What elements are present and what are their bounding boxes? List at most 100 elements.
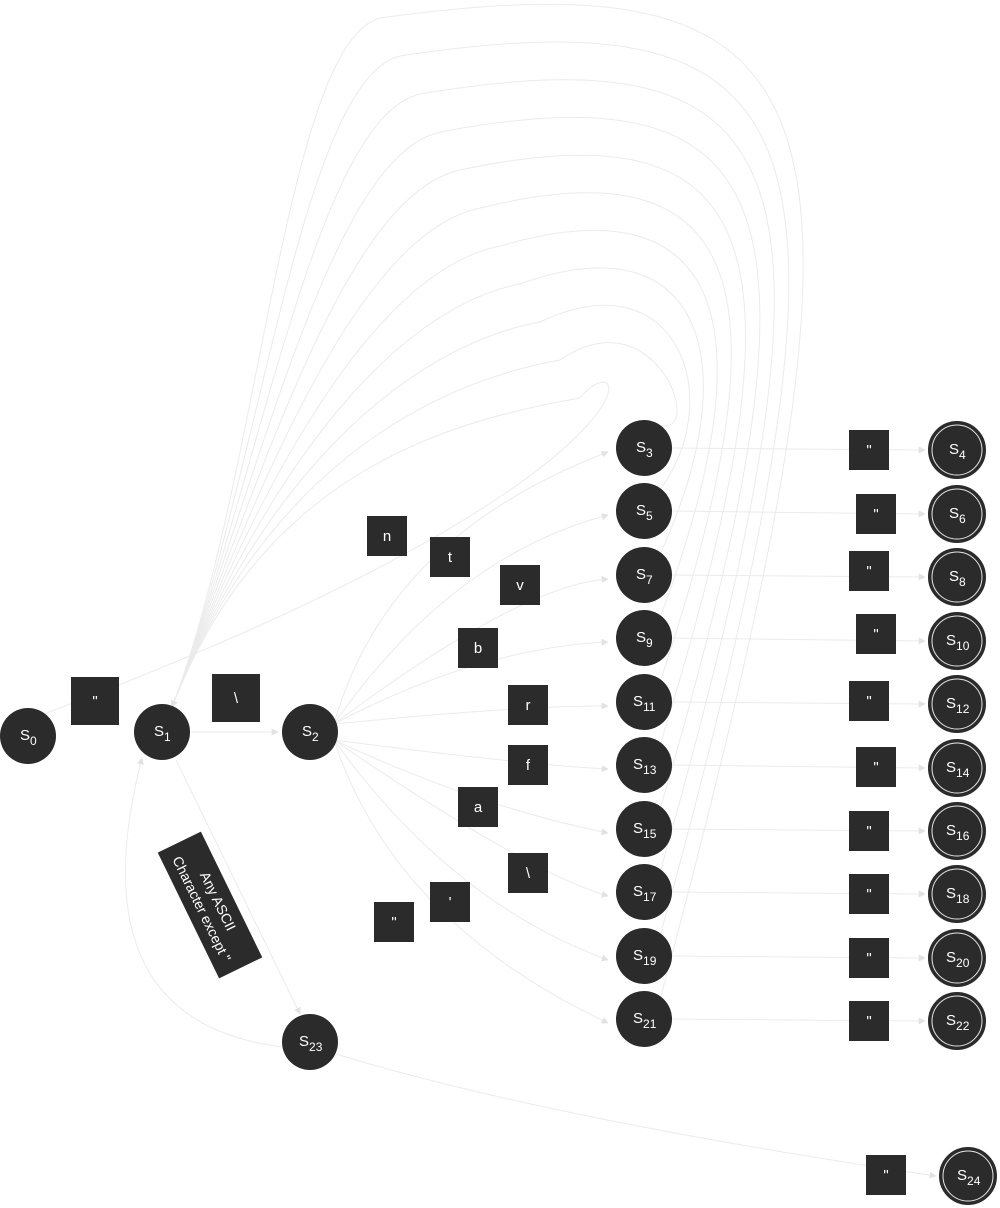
state-label: S2 — [302, 723, 319, 744]
state-label: S22 — [946, 1012, 970, 1033]
state-label: S24 — [957, 1167, 981, 1188]
accepting-state-circle — [939, 1147, 997, 1205]
state-label-base: S — [636, 439, 646, 456]
accepting-inner-ring — [931, 551, 983, 603]
transition-label-text: r — [526, 697, 531, 714]
transition-label-text: " — [883, 1167, 888, 1184]
transition-label-box — [212, 674, 260, 722]
transition-edge-s23-s1 — [124, 757, 283, 1048]
state-label: S14 — [946, 759, 970, 780]
transition-label-s2-s9: b — [458, 628, 498, 668]
state-label-base: S — [633, 1010, 643, 1027]
transition-edge-s1-s23 — [175, 759, 301, 1015]
state-label: S5 — [636, 502, 653, 523]
state-node-s12[interactable]: S12 — [928, 675, 986, 733]
state-circle — [282, 1014, 338, 1070]
state-node-s19[interactable]: S19 — [616, 928, 672, 984]
state-node-s6[interactable]: S6 — [928, 485, 986, 543]
state-label-subscript: 19 — [643, 954, 657, 968]
transition-edge-s2-s5 — [333, 513, 609, 725]
state-circle — [616, 610, 672, 666]
state-node-s21[interactable]: S21 — [616, 991, 672, 1047]
accepting-state-circle — [928, 485, 986, 543]
state-label: S0 — [20, 727, 37, 748]
state-label: S19 — [633, 947, 657, 968]
state-node-s1[interactable]: S1 — [134, 704, 190, 760]
state-label: S10 — [946, 632, 970, 653]
state-node-s20[interactable]: S20 — [928, 929, 986, 987]
state-label: S7 — [636, 566, 653, 587]
state-node-s17[interactable]: S17 — [616, 864, 672, 920]
state-label-base: S — [636, 566, 646, 583]
state-label-base: S — [302, 723, 312, 740]
state-node-s10[interactable]: S10 — [928, 612, 986, 670]
state-circle — [616, 864, 672, 920]
edges-layer — [44, 3, 937, 1179]
state-circle — [616, 991, 672, 1047]
transition-label-box — [856, 614, 896, 654]
state-label-subscript: 0 — [30, 734, 37, 748]
state-circle — [616, 737, 672, 793]
accepting-state-circle — [928, 992, 986, 1050]
transition-label-box — [866, 1155, 906, 1195]
state-label: S21 — [633, 1010, 657, 1031]
transition-label-s0-s1: " — [71, 677, 119, 725]
transition-label-box — [508, 853, 548, 893]
state-node-s18[interactable]: S18 — [928, 865, 986, 923]
state-node-s8[interactable]: S8 — [928, 548, 986, 606]
transition-edge-s0-s1 — [44, 381, 610, 715]
state-label-subscript: 11 — [643, 700, 656, 714]
state-node-s22[interactable]: S22 — [928, 992, 986, 1050]
state-node-s15[interactable]: S15 — [616, 801, 672, 857]
transition-label-s7-s8: " — [849, 551, 889, 591]
transition-label-s23-s24: " — [866, 1155, 906, 1195]
state-node-s24[interactable]: S24 — [939, 1147, 997, 1205]
state-label: S20 — [946, 949, 970, 970]
state-label: S18 — [946, 885, 970, 906]
state-node-s16[interactable]: S16 — [928, 802, 986, 860]
accepting-inner-ring — [931, 488, 983, 540]
state-node-s23[interactable]: S23 — [282, 1014, 338, 1070]
transition-edge-s19-s1 — [171, 41, 790, 934]
transition-edge-s2-s3 — [333, 450, 609, 725]
transition-edge-s2-s17 — [333, 739, 609, 898]
state-node-s9[interactable]: S9 — [616, 610, 672, 666]
state-node-s0[interactable]: S0 — [0, 708, 56, 764]
transition-label-text: n — [383, 528, 391, 545]
state-label-base: S — [949, 568, 959, 585]
state-label-base: S — [946, 1012, 956, 1029]
state-label: S3 — [636, 439, 653, 460]
state-node-s5[interactable]: S5 — [616, 483, 672, 539]
transition-label-s2-s11: r — [508, 685, 548, 725]
state-node-s14[interactable]: S14 — [928, 739, 986, 797]
state-node-s11[interactable]: S11 — [616, 674, 672, 730]
state-node-s4[interactable]: S4 — [928, 421, 986, 479]
transition-label-s1-s2: \ — [212, 674, 260, 722]
transition-label-s2-s7: v — [500, 565, 540, 605]
transition-label-box — [430, 882, 470, 922]
accepting-inner-ring — [931, 615, 983, 667]
state-label-base: S — [949, 505, 959, 522]
state-node-s3[interactable]: S3 — [616, 420, 672, 476]
state-label-subscript: 8 — [959, 575, 966, 589]
transition-edge-s17-s1 — [171, 79, 775, 870]
transition-edge-s13-s1 — [171, 154, 746, 743]
transition-edge-s11-s1 — [171, 192, 732, 708]
state-node-s7[interactable]: S7 — [616, 547, 672, 603]
state-label-base: S — [946, 695, 956, 712]
transition-label-text: " — [866, 950, 871, 967]
transition-label-box — [508, 745, 548, 785]
state-label-base: S — [633, 820, 643, 837]
transition-label-box — [856, 747, 896, 787]
transition-label-s3-s4: " — [849, 430, 889, 470]
transition-label-box — [458, 787, 498, 827]
state-label-base: S — [633, 693, 643, 710]
state-label-base: S — [946, 632, 956, 649]
state-label-subscript: 1 — [164, 730, 171, 744]
state-label: S17 — [633, 883, 657, 904]
state-node-s13[interactable]: S13 — [616, 737, 672, 793]
state-label-subscript: 9 — [646, 636, 653, 650]
state-label-base: S — [946, 949, 956, 966]
transition-label-text: " — [873, 506, 878, 523]
state-node-s2[interactable]: S2 — [282, 704, 338, 760]
